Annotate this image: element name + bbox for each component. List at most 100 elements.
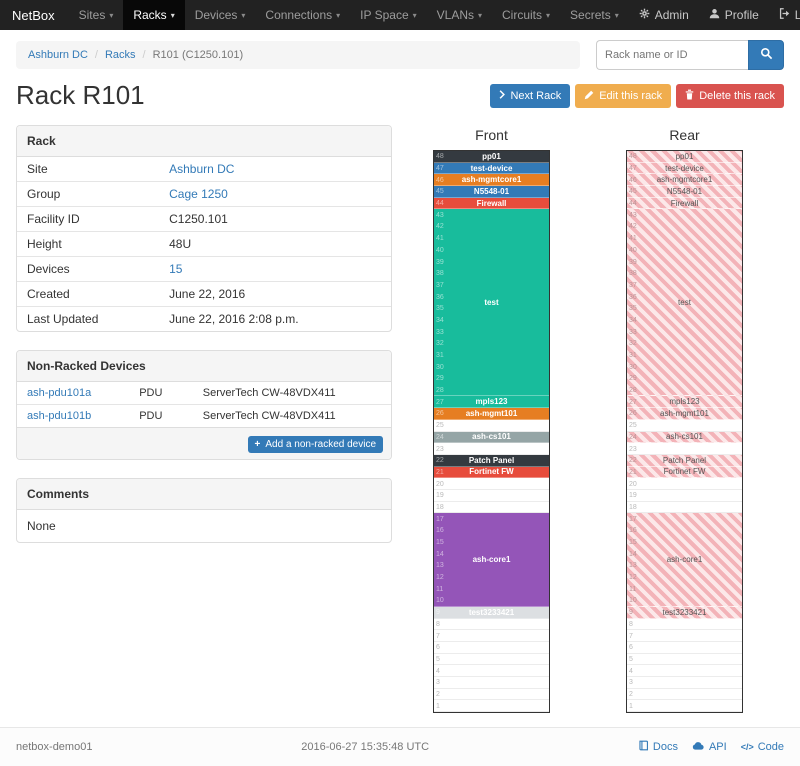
gear-icon [639,8,650,22]
rack-unit-row [627,642,742,654]
nav-item-vlans[interactable]: VLANs ▾ [427,0,492,30]
page-footer: netbox-demo01 2016-06-27 15:35:48 UTC Do… [0,727,800,766]
add-non-racked-label: Add a non-racked device [265,439,376,450]
chevron-down-icon: ▾ [546,10,551,20]
nav-item-secrets[interactable]: Secrets ▾ [560,0,629,30]
book-icon [638,740,649,754]
info-value: June 22, 2016 [159,281,391,307]
admin-link[interactable]: Admin [629,0,699,30]
next-rack-label: Next Rack [510,90,562,102]
rack-unit-row [434,420,549,432]
rack-unit-row [434,443,549,455]
rack-device[interactable]: Patch Panel [434,454,549,467]
breadcrumb-link[interactable]: Ashburn DC [28,49,88,61]
nav-item-racks[interactable]: Racks ▾ [123,0,185,30]
logout-label: Log out [794,8,800,22]
api-link[interactable]: API [692,740,727,754]
rack-device[interactable]: mpls123 [434,396,549,409]
non-racked-table: ash-pdu101a PDU ServerTech CW-48VDX411 ash-… [17,382,391,427]
nav-item-label: Secrets [570,8,611,22]
device-link[interactable]: ash-pdu101a [27,387,92,399]
rack-info-table: Site Ashburn DC Group Cage 1250 Facility ID C… [17,157,391,331]
rack-device[interactable]: ash-mgmt101 [627,408,742,420]
next-rack-button[interactable]: Next Rack [490,84,571,108]
device-name: ash-pdu101a [17,382,129,405]
search-button[interactable] [748,40,784,70]
breadcrumb: Ashburn DC / Racks / R101 (C1250.101) [16,41,580,69]
rack-device[interactable]: pp01 [627,151,742,163]
breadcrumb-link[interactable]: Racks [104,49,136,61]
search-icon [760,47,773,63]
rack-unit-row [627,677,742,689]
search-input[interactable] [596,40,748,70]
rack-device[interactable]: test3233421 [627,606,742,619]
footer-hostname: netbox-demo01 [16,741,93,753]
page-header: Next Rack Edit this rack Delete this rac… [0,80,800,111]
nav-item-label: VLANs [436,8,474,22]
rack-device[interactable]: Fortinet FW [434,466,549,479]
admin-label: Admin [654,8,689,22]
info-label: Last Updated [17,306,160,331]
logout-link[interactable]: Log out [769,0,800,30]
nav-item-devices[interactable]: Devices ▾ [185,0,256,30]
rack-device[interactable]: test [434,209,549,397]
rack-device[interactable]: ash-core1 [434,513,549,607]
docs-link[interactable]: Docs [638,740,678,754]
rack-device[interactable]: test-device [627,162,742,175]
rack-device[interactable]: ash-cs101 [627,431,742,444]
rack-device[interactable]: ash-core1 [627,513,742,607]
page-title: Rack R101 [16,80,145,110]
chevron-down-icon: ▾ [412,10,417,20]
nav-item-connections[interactable]: Connections ▾ [255,0,350,30]
front-rack: pp01 test-device ash-mgmtcore1 N5548-01 Fire… [433,150,550,713]
rack-device[interactable]: Fortinet FW [627,466,742,479]
rack-details-column: Rack Site Ashburn DC Group Cage 1250 Facilit… [16,125,392,561]
rack-unit-row [434,677,549,689]
breadcrumb-row: Ashburn DC / Racks / R101 (C1250.101) [16,40,784,70]
rack-device[interactable]: N5548-01 [627,186,742,198]
device-name: ash-pdu101b [17,404,130,427]
edit-rack-button[interactable]: Edit this rack [575,84,672,108]
rack-device[interactable]: ash-mgmt101 [434,408,549,420]
rack-device[interactable]: pp01 [434,151,549,163]
chevron-down-icon: ▾ [478,10,483,20]
info-value: June 22, 2016 2:08 p.m. [159,306,391,331]
rack-device[interactable]: ash-mgmtcore1 [627,174,742,187]
info-value: 15 [159,256,391,282]
code-icon: </> [740,742,754,752]
info-label: Created [17,281,160,307]
add-non-racked-device-button[interactable]: + Add a non-racked device [247,436,383,453]
table-row: Last Updated June 22, 2016 2:08 p.m. [17,306,391,331]
device-link[interactable]: ash-pdu101b [27,410,92,422]
rack-device[interactable]: test3233421 [434,606,549,619]
nav-item-circuits[interactable]: Circuits ▾ [492,0,560,30]
comments-heading: Comments [17,479,391,510]
delete-rack-button[interactable]: Delete this rack [676,84,784,108]
rack-unit-row [627,420,742,432]
table-row: Facility ID C1250.101 [17,206,391,232]
rack-unit-row [434,700,549,712]
nav-item-label: Circuits [502,8,543,22]
info-value-link[interactable]: Cage 1250 [169,187,228,201]
info-value-link[interactable]: 15 [169,262,183,276]
rack-device[interactable]: Firewall [434,197,549,210]
profile-link[interactable]: Profile [699,0,769,30]
non-racked-heading: Non-Racked Devices [17,351,391,382]
rack-device[interactable]: test-device [434,162,549,175]
rack-device[interactable]: ash-cs101 [434,431,549,444]
rack-panel-heading: Rack [17,126,391,157]
rack-device[interactable]: Patch Panel [627,454,742,467]
rack-unit-row [627,654,742,666]
rack-device[interactable]: ash-mgmtcore1 [434,174,549,187]
brand-logo[interactable]: NetBox [12,7,55,23]
rack-device[interactable]: mpls123 [627,396,742,409]
nav-item-ip-space[interactable]: IP Space ▾ [350,0,427,30]
rack-device[interactable]: N5548-01 [434,186,549,198]
rack-unit-row [627,665,742,677]
nav-item-sites[interactable]: Sites ▾ [69,0,124,30]
code-link[interactable]: </> Code [741,740,784,754]
rack-device[interactable]: test [627,209,742,397]
rack-unit-row [627,490,742,502]
rack-device[interactable]: Firewall [627,197,742,210]
info-value-link[interactable]: Ashburn DC [169,162,235,176]
